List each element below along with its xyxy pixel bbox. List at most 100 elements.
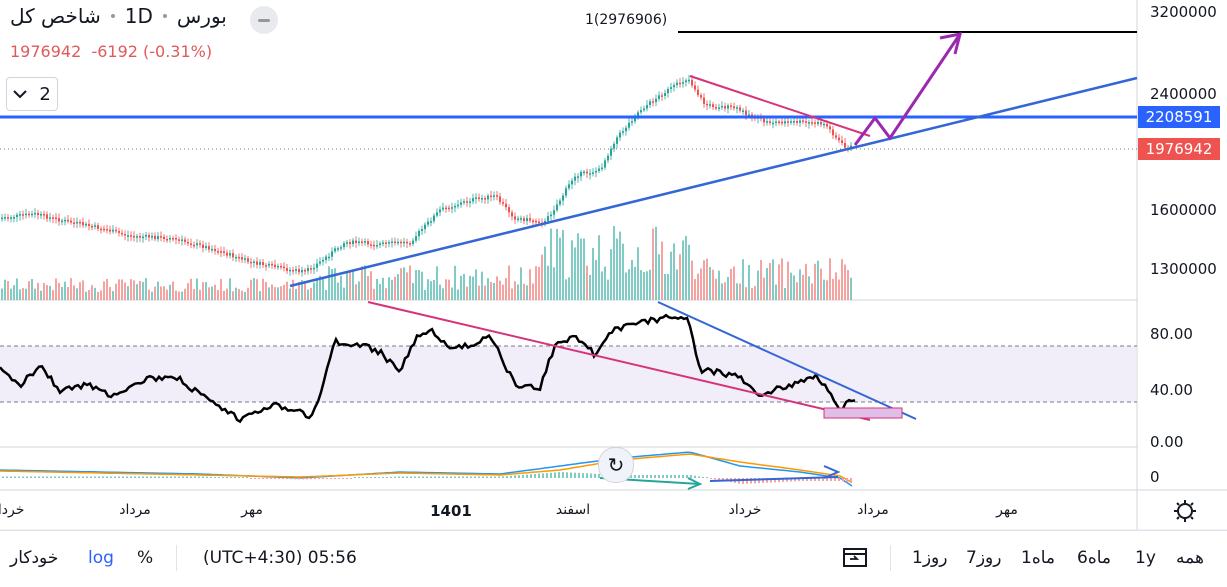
volume-bar: [421, 271, 423, 300]
volume-bar: [238, 288, 240, 300]
volume-bar: [625, 272, 627, 300]
macd-hist-bar: [162, 476, 164, 478]
time-label: 1401: [430, 502, 472, 520]
macd-hist-bar: [290, 478, 292, 480]
volume-bar: [367, 276, 369, 300]
volume-bar: [196, 278, 198, 300]
rsi-blue-trendline: [657, 301, 917, 420]
volume-bar: [826, 280, 828, 300]
percent-scale-toggle[interactable]: %: [137, 548, 154, 568]
range-all[interactable]: همه: [1176, 548, 1204, 568]
macd-hist-bar: [822, 478, 824, 481]
volume-bar: [472, 276, 474, 300]
macd-hist-bar: [322, 478, 324, 479]
volume-bar: [736, 283, 738, 300]
volume-bar: [469, 275, 471, 300]
volume-bar: [160, 286, 162, 300]
macd-hist-bar: [418, 476, 420, 478]
auto-scale-toggle[interactable]: خودکار: [10, 548, 59, 568]
volume-bar: [100, 290, 102, 300]
volume-bar: [106, 278, 108, 300]
macd-hist-bar: [786, 478, 788, 482]
macd-hist-bar: [410, 476, 412, 478]
macd-hist-bar: [458, 476, 460, 478]
macd-hist-bar: [2, 476, 4, 478]
volume-bar: [763, 277, 765, 300]
timezone-time[interactable]: (UTC+4:30) 05:56: [203, 548, 357, 568]
price-tick: 3200000: [1150, 3, 1217, 21]
macd-hist-bar: [686, 475, 688, 478]
macd-hist-bar: [474, 476, 476, 478]
macd-hist-bar: [170, 476, 172, 478]
macd-hist-bar: [310, 478, 312, 480]
volume-bar: [667, 274, 669, 300]
gear-icon[interactable]: [1174, 500, 1196, 522]
minus-icon[interactable]: [250, 6, 278, 34]
macd-hist-bar: [110, 476, 112, 478]
range-1d[interactable]: 1روز: [912, 548, 948, 568]
line-price-badge: 2208591: [1138, 106, 1220, 128]
macd-hist-bar: [354, 477, 356, 478]
volume-bar: [277, 287, 279, 300]
chart-canvas[interactable]: [0, 0, 1227, 530]
macd-hist-bar: [74, 476, 76, 478]
macd-hist-bar: [446, 476, 448, 478]
volume-bar: [127, 286, 129, 300]
macd-hist-bar: [298, 478, 300, 480]
volume-bar: [73, 285, 75, 300]
support-trendline: [289, 76, 1138, 288]
volume-bar: [118, 279, 120, 300]
macd-hist-bar: [250, 478, 252, 479]
macd-hist-bar: [810, 478, 812, 481]
macd-hist-bar: [50, 476, 52, 478]
macd-hist-bar: [218, 477, 220, 478]
volume-bar: [571, 240, 573, 300]
volume-bar: [274, 287, 276, 300]
rsi-line: [0, 313, 856, 424]
volume-bar: [109, 286, 111, 300]
refresh-icon[interactable]: ↻: [598, 447, 634, 483]
macd-hist-bar: [646, 475, 648, 478]
volume-bar: [502, 284, 504, 300]
macd-hist-bar: [362, 477, 364, 478]
volume-bar: [727, 276, 729, 300]
volume-bar: [823, 279, 825, 300]
volume-bar: [514, 281, 516, 300]
log-scale-toggle[interactable]: log: [88, 548, 114, 568]
indicators-toggle[interactable]: 2: [6, 77, 58, 111]
macd-hist-bar: [766, 478, 768, 483]
symbol-title[interactable]: بورس 1D شاخص کل: [10, 4, 227, 28]
volume-bar: [754, 286, 756, 300]
volume-bar: [409, 265, 411, 300]
macd-hist-bar: [590, 473, 592, 478]
volume-bar: [574, 247, 576, 300]
volume-bar: [622, 243, 624, 300]
range-7d[interactable]: 7روز: [966, 548, 1002, 568]
volume-bar: [742, 259, 744, 300]
macd-hist-bar: [698, 476, 700, 478]
volume-bar: [400, 268, 402, 300]
macd-hist-bar: [158, 476, 160, 478]
volume-bar: [598, 235, 600, 300]
range-6m[interactable]: 6ماه: [1077, 548, 1112, 568]
range-1y[interactable]: 1y: [1135, 548, 1156, 568]
volume-bar: [190, 278, 192, 300]
macd-hist-bar: [234, 477, 236, 478]
volume-bar: [730, 268, 732, 300]
volume-bar: [463, 273, 465, 300]
macd-hist-bar: [258, 478, 260, 479]
macd-hist-bar: [478, 476, 480, 478]
macd-hist-bar: [90, 476, 92, 478]
volume-bar: [82, 280, 84, 300]
volume-bar: [610, 249, 612, 300]
volume-bar: [430, 281, 432, 300]
macd-hist-bar: [594, 473, 596, 478]
macd-hist-bar: [198, 476, 200, 478]
compare-icon[interactable]: [842, 545, 868, 574]
volume-bar: [835, 272, 837, 300]
range-1m[interactable]: 1ماه: [1021, 548, 1056, 568]
macd-hist-bar: [486, 476, 488, 478]
volume-bar: [289, 288, 291, 300]
volume-bar: [757, 270, 759, 300]
macd-hist-bar: [70, 476, 72, 478]
